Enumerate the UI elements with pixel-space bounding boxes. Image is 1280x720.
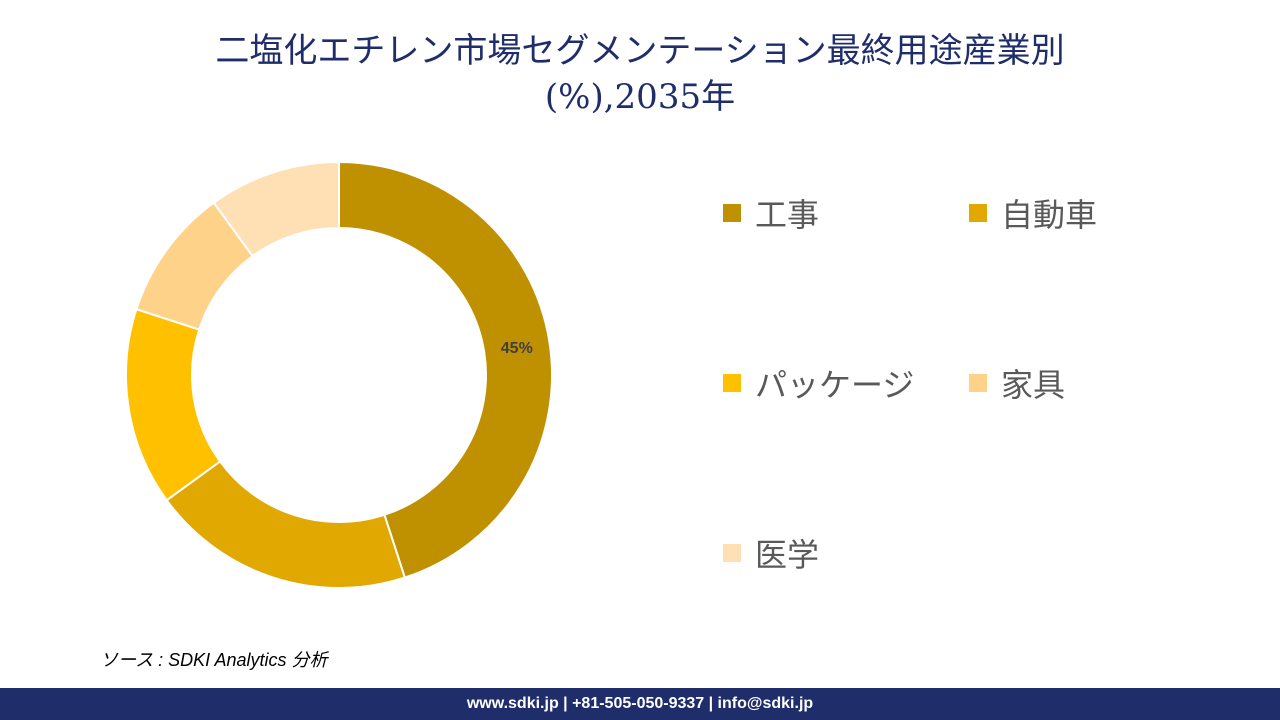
legend-label: 工事 (755, 196, 820, 234)
legend-label: 家具 (1001, 366, 1066, 404)
donut-chart: 45% (125, 160, 553, 589)
source-note: ソース : SDKI Analytics 分析 (100, 650, 328, 670)
donut-slice-2 (165, 460, 407, 589)
donut-slice-3 (125, 307, 222, 502)
donut-slice-1 (338, 160, 553, 579)
legend-swatch (723, 204, 741, 222)
legend-label: 医学 (755, 536, 820, 574)
data-label: 45% (501, 340, 533, 357)
title-line-2: (%),2035年 (544, 77, 736, 117)
legend-item: 家具 (969, 360, 1065, 406)
legend-swatch (723, 374, 741, 392)
footer-contact: www.sdki.jp | +81-505-050-9337 | info@sd… (0, 688, 1280, 720)
chart-title: 二塩化エチレン市場セグメンテーション最終用途産業別 (%),2035年 (0, 28, 1280, 120)
legend-swatch (723, 544, 741, 562)
donut-slice-5 (212, 160, 340, 258)
legend-label: パッケージ (755, 366, 915, 404)
legend-item: 医学 (723, 530, 819, 576)
legend-label: 自動車 (1001, 196, 1098, 234)
legend-item: 自動車 (969, 190, 1097, 236)
legend-swatch (969, 204, 987, 222)
legend-item: パッケージ (723, 360, 914, 406)
title-line-1: 二塩化エチレン市場セグメンテーション最終用途産業別 (215, 31, 1065, 71)
legend-swatch (969, 374, 987, 392)
legend-item: 工事 (723, 190, 819, 236)
